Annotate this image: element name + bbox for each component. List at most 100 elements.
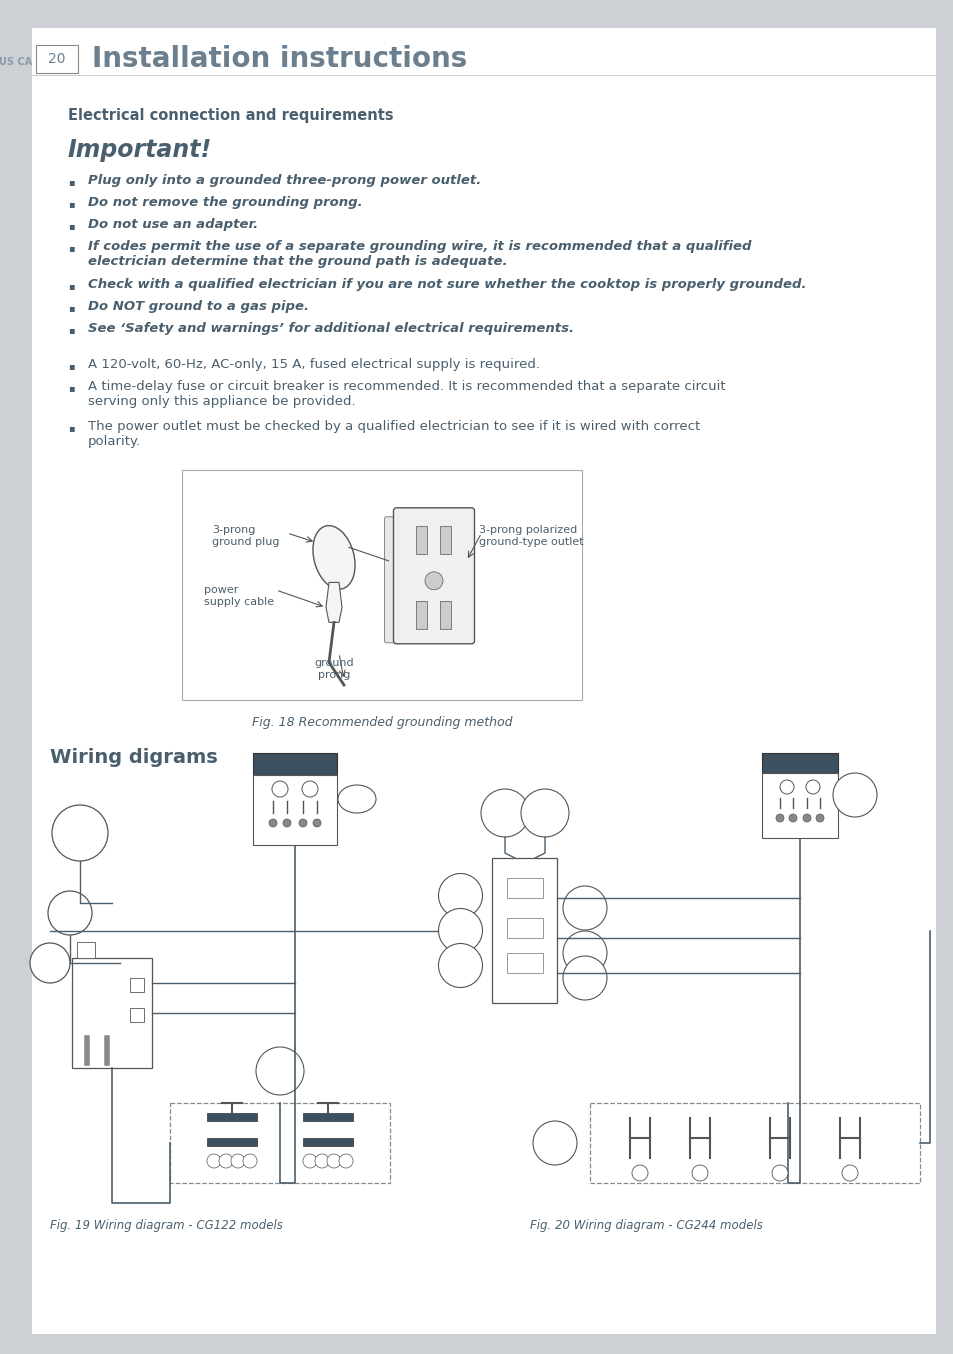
- Circle shape: [298, 819, 307, 827]
- Circle shape: [283, 819, 291, 827]
- Text: Fig. 20 Wiring diagram - CG244 models: Fig. 20 Wiring diagram - CG244 models: [530, 1219, 762, 1232]
- Bar: [303, 1113, 353, 1121]
- Circle shape: [52, 806, 108, 861]
- FancyBboxPatch shape: [384, 517, 465, 643]
- Circle shape: [562, 932, 606, 975]
- Text: ▪: ▪: [68, 303, 74, 313]
- Circle shape: [775, 814, 783, 822]
- Bar: [207, 1137, 256, 1145]
- Text: A 120-volt, 60-Hz, AC-only, 15 A, fused electrical supply is required.: A 120-volt, 60-Hz, AC-only, 15 A, fused …: [88, 357, 539, 371]
- Bar: [0, 0, 953, 28]
- Text: A time-delay fuse or circuit breaker is recommended. It is recommended that a se: A time-delay fuse or circuit breaker is …: [88, 380, 725, 408]
- Bar: [416, 601, 427, 628]
- Text: ▪: ▪: [68, 282, 74, 291]
- Circle shape: [302, 781, 317, 798]
- Circle shape: [815, 814, 823, 822]
- Text: Wiring digrams: Wiring digrams: [50, 747, 217, 766]
- Circle shape: [438, 873, 482, 918]
- Bar: [71, 959, 152, 1068]
- Circle shape: [303, 1154, 316, 1169]
- Circle shape: [30, 942, 70, 983]
- Text: ▪: ▪: [68, 362, 74, 371]
- Bar: [761, 753, 837, 773]
- Text: The power outlet must be checked by a qualified electrician to see if it is wire: The power outlet must be checked by a qu…: [88, 420, 700, 448]
- Text: Plug only into a grounded three-prong power outlet.: Plug only into a grounded three-prong po…: [88, 175, 480, 187]
- Circle shape: [314, 1154, 329, 1169]
- Text: Fig. 19 Wiring diagram - CG122 models: Fig. 19 Wiring diagram - CG122 models: [50, 1219, 283, 1232]
- Bar: [416, 525, 427, 554]
- Text: Installation instructions: Installation instructions: [91, 45, 467, 73]
- Text: Important!: Important!: [68, 138, 212, 162]
- Circle shape: [272, 781, 288, 798]
- Text: power
supply cable: power supply cable: [204, 585, 274, 607]
- Bar: [77, 942, 95, 959]
- Circle shape: [231, 1154, 245, 1169]
- Circle shape: [438, 909, 482, 952]
- Text: ▪: ▪: [68, 383, 74, 393]
- Bar: [0, 0, 32, 1354]
- Ellipse shape: [313, 525, 355, 589]
- Text: Electrical connection and requirements: Electrical connection and requirements: [68, 108, 394, 123]
- Circle shape: [438, 944, 482, 987]
- Circle shape: [533, 1121, 577, 1164]
- Circle shape: [771, 1164, 787, 1181]
- Text: ▪: ▪: [68, 177, 74, 187]
- Circle shape: [562, 956, 606, 1001]
- Text: 3-prong polarized
ground-type outlet: 3-prong polarized ground-type outlet: [479, 525, 583, 547]
- Text: ▪: ▪: [68, 221, 74, 232]
- Circle shape: [832, 773, 876, 816]
- Circle shape: [802, 814, 810, 822]
- Bar: [589, 1104, 919, 1183]
- Text: Fig. 18 Recommended grounding method: Fig. 18 Recommended grounding method: [252, 716, 512, 728]
- Bar: [303, 1137, 353, 1145]
- Bar: [130, 978, 144, 992]
- Circle shape: [313, 819, 320, 827]
- Text: ▪: ▪: [68, 422, 74, 433]
- FancyBboxPatch shape: [393, 508, 474, 643]
- Circle shape: [255, 1047, 304, 1095]
- Text: If codes permit the use of a separate grounding wire, it is recommended that a q: If codes permit the use of a separate gr…: [88, 240, 751, 268]
- Text: ▪: ▪: [68, 199, 74, 209]
- Bar: [253, 774, 336, 845]
- Polygon shape: [326, 582, 341, 623]
- Circle shape: [327, 1154, 340, 1169]
- Bar: [182, 470, 581, 700]
- Circle shape: [520, 789, 568, 837]
- Circle shape: [788, 814, 796, 822]
- Bar: [506, 877, 542, 898]
- Circle shape: [691, 1164, 707, 1181]
- Bar: [170, 1104, 390, 1183]
- Circle shape: [562, 886, 606, 930]
- Bar: [935, 0, 953, 1354]
- Circle shape: [269, 819, 276, 827]
- Bar: [439, 525, 451, 554]
- Text: ▪: ▪: [68, 242, 74, 253]
- Bar: [0, 1334, 953, 1354]
- Bar: [439, 601, 451, 628]
- Circle shape: [219, 1154, 233, 1169]
- Text: ground
prong: ground prong: [314, 658, 354, 680]
- Circle shape: [805, 780, 820, 793]
- Ellipse shape: [337, 785, 375, 812]
- Circle shape: [48, 891, 91, 936]
- Circle shape: [243, 1154, 256, 1169]
- Bar: [253, 753, 336, 774]
- Text: 20: 20: [49, 51, 66, 66]
- Circle shape: [424, 571, 442, 590]
- Text: ▪: ▪: [68, 325, 74, 334]
- Circle shape: [480, 789, 529, 837]
- Bar: [207, 1113, 256, 1121]
- Bar: [506, 918, 542, 938]
- Text: Check with a qualified electrician if you are not sure whether the cooktop is pr: Check with a qualified electrician if yo…: [88, 278, 805, 291]
- Bar: [761, 773, 837, 838]
- Circle shape: [631, 1164, 647, 1181]
- Text: 3-prong
ground plug: 3-prong ground plug: [212, 525, 279, 547]
- Bar: [492, 858, 557, 1003]
- Text: See ‘Safety and warnings’ for additional electrical requirements.: See ‘Safety and warnings’ for additional…: [88, 322, 574, 334]
- Bar: [130, 1007, 144, 1022]
- Text: Do not use an adapter.: Do not use an adapter.: [88, 218, 258, 232]
- Text: Do NOT ground to a gas pipe.: Do NOT ground to a gas pipe.: [88, 301, 309, 313]
- Text: Do not remove the grounding prong.: Do not remove the grounding prong.: [88, 196, 362, 209]
- Circle shape: [207, 1154, 221, 1169]
- Circle shape: [841, 1164, 857, 1181]
